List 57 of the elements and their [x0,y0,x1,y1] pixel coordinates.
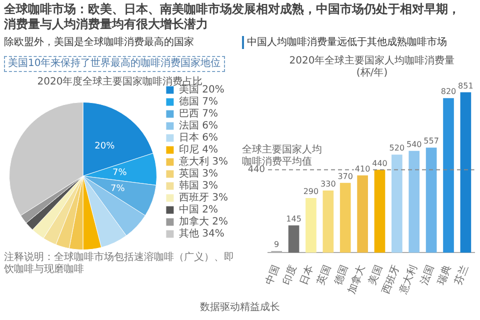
legend-label: 巴西 7% [178,108,218,120]
legend-label: 韩国 3% [178,180,218,192]
legend-label: 西班牙 3% [178,192,228,204]
ref-line-label: 全球主要国家人均咖啡消费平均值 [242,143,322,168]
legend-label: 法国 6% [178,120,218,132]
bar [392,154,402,253]
x-tick-label: 印度 [280,264,299,287]
x-tick-label: 芬兰 [452,264,471,287]
bar [357,175,368,253]
legend-label: 印尼 4% [178,144,218,156]
data-label: 520 [389,144,405,153]
bar [288,225,300,253]
text: 美国10年来保持了世界最高的咖啡消费国家地位 [4,56,225,72]
data-label: 440 [372,158,388,168]
chart-title: 2020年全球主要国家人均咖啡消费量 [289,54,455,67]
data-label: 145 [286,214,302,224]
data-label: 9 [274,240,280,250]
text: 全球咖啡市场：欧美、日本、南美咖啡市场发展相对成熟，中国市场仍处于相对早期，消费量与人均消费量均有很大增长潜力 [4,2,461,32]
legend-label: 英国 3% [178,168,218,180]
data-label: 851 [458,81,474,90]
bar [460,92,472,253]
legend-label: 日本 6% [178,132,218,144]
legend-label: 加拿大 2% [178,216,228,228]
text: 注释说明：全球咖啡市场包括速溶咖啡（广义）、即饮咖啡与现磨咖啡 [3,252,235,276]
data-label: 290 [303,187,319,196]
legend-label: 意大利 3% [178,156,228,168]
bar [306,198,316,253]
x-tick-label: 中国 [263,264,282,287]
text: 数据驱动精益成长 [199,300,281,314]
bar [443,98,454,253]
data-label: 7% [110,184,126,194]
text: 除欧盟外，美国是全球咖啡消费最高的国家 [3,36,195,49]
x-tick-label: 德国 [332,264,351,287]
legend-label: 美国 20% [178,84,224,96]
legend-label: 中国 2% [178,204,218,216]
data-label: 330 [320,180,336,189]
legend-label: 其他 34% [178,228,224,240]
text: 440 [248,165,266,176]
legend-label: 德国 7% [178,96,218,108]
x-tick-label: 英国 [314,264,334,287]
bar [408,150,420,253]
data-label: 410 [354,164,370,174]
bar [426,148,437,253]
chart-subtitle: (杯/年) [356,66,388,79]
bar [322,190,334,253]
data-label: 7% [112,168,128,178]
x-tick-label: 日本 [298,264,316,287]
bar [340,182,351,253]
text: 中国人均咖啡消费量远低于其他成熟咖啡市场 [242,36,480,49]
x-tick-label: 法国 [418,264,437,287]
data-label: 820 [440,87,456,96]
x-tick-label: 瑞典 [435,264,454,287]
bar [374,170,386,253]
data-label: 540 [406,140,422,149]
data-label: 557 [424,136,439,146]
data-label: 370 [338,172,353,182]
data-label: 20% [94,142,116,152]
